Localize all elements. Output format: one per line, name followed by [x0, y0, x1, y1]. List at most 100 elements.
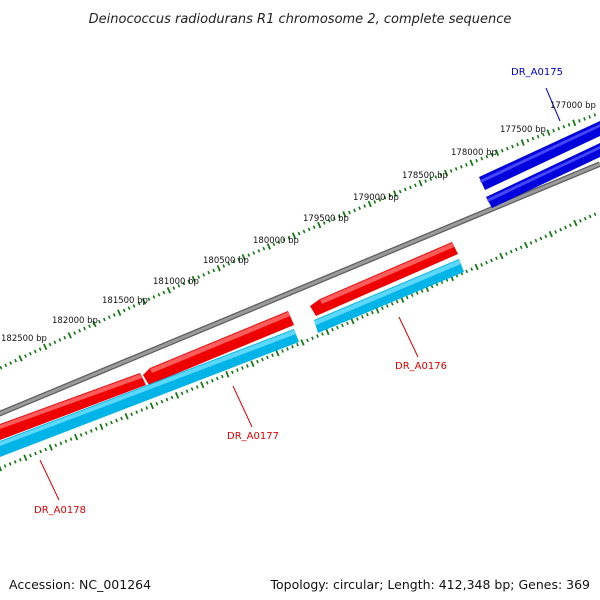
outer-scale-tick: [317, 221, 322, 229]
inner-scale-tick: [410, 293, 414, 298]
outer-scale-tick: [92, 320, 97, 328]
outer-scale-tick: [297, 231, 301, 236]
gene-DR_A0177-reverse[interactable]: [143, 311, 294, 385]
outer-scale-tick: [454, 167, 458, 171]
outer-scale-tick: [222, 264, 226, 268]
inner-scale-tick: [220, 374, 224, 379]
inner-scale-tick: [350, 317, 355, 325]
inner-scale-tick: [225, 371, 230, 378]
outer-scale-tick: [252, 251, 256, 255]
inner-scale-tick: [39, 449, 42, 454]
inner-scale-tick: [356, 317, 359, 321]
inner-scale-tick: [84, 431, 88, 435]
gene-bar-highlight: [0, 374, 142, 429]
cds-DR_A0177-DR_A0178[interactable]: [0, 329, 299, 457]
inner-scale-tick: [110, 420, 113, 425]
outer-scale-tick: [418, 179, 423, 187]
gene-label-DR_A0177[interactable]: DR_A0177: [227, 431, 279, 442]
scale-label: 178000 bp: [451, 148, 497, 158]
outer-scale-tick: [0, 365, 3, 370]
gene-label-DR_A0175[interactable]: DR_A0175: [511, 67, 563, 78]
outer-scale-tick: [480, 156, 484, 161]
outer-scale-tick: [88, 324, 91, 329]
outer-scale-tick: [429, 177, 433, 181]
inner-scale-tick: [8, 462, 12, 466]
inner-scale-tick: [390, 302, 394, 306]
outer-scale-tick: [266, 243, 271, 250]
outer-scale-tick: [28, 351, 32, 356]
inner-scale-tick: [573, 219, 578, 227]
inner-scale-tick: [564, 225, 567, 230]
inner-scale-tick: [490, 258, 493, 263]
scale-label: 182000 bp: [52, 316, 98, 326]
cds-bar-highlight: [487, 146, 600, 202]
inner-scale-tick: [190, 387, 194, 391]
inner-scale-tick: [13, 460, 17, 464]
outer-scale-tick: [373, 200, 377, 204]
outer-scale-tick: [152, 295, 156, 299]
outer-scale-tick: [227, 262, 231, 266]
inner-scale-tick: [124, 413, 129, 420]
gene-DR_A0176-reverse[interactable]: [310, 242, 458, 316]
cds-DR_A0175[interactable]: [486, 143, 600, 208]
inner-scale-tick: [569, 223, 572, 228]
outer-scale-tick: [127, 306, 131, 310]
inner-scale-tick: [200, 381, 205, 389]
inner-scale-tick: [499, 252, 504, 260]
inner-scale-tick: [430, 284, 434, 289]
outer-scale-tick: [567, 123, 571, 127]
outer-scale-tick: [378, 198, 382, 202]
scale-label: 180000 bp: [253, 236, 299, 246]
leader-line-DR_A0176: [398, 316, 419, 358]
outer-scale-tick: [241, 254, 246, 261]
outer-scale-tick: [520, 139, 525, 146]
outer-scale-tick: [282, 238, 286, 242]
outer-scale-tick: [117, 309, 122, 316]
inner-scale-tick: [523, 241, 529, 249]
gene-label-DR_A0176[interactable]: DR_A0176: [395, 361, 447, 372]
outer-scale-tick: [367, 200, 372, 208]
outer-scale-tick: [187, 279, 191, 284]
inner-scale-ticks: [0, 212, 597, 472]
inner-scale-tick: [559, 227, 563, 232]
inner-scale-tick: [145, 406, 149, 410]
outer-scale-tick: [247, 253, 251, 257]
cds-DR_A0176[interactable]: [314, 259, 464, 333]
outer-scale-tick: [182, 281, 186, 286]
outer-scale-tick: [536, 134, 540, 139]
inner-scale-tick: [230, 370, 234, 375]
outer-scale-tick: [439, 173, 443, 177]
outer-scale-tick: [166, 287, 172, 294]
cds-bar-highlight: [0, 330, 296, 446]
inner-scale-tick: [316, 334, 319, 338]
inner-scale-tick: [165, 397, 169, 402]
inner-scale-tick: [385, 304, 389, 308]
inner-scale-tick: [311, 336, 314, 341]
outer-scale-tick: [212, 268, 216, 273]
outer-scale-tick: [358, 206, 361, 210]
outer-scale-tick: [485, 154, 489, 159]
gene-bar-highlight: [320, 243, 454, 304]
scale-label: 179500 bp: [303, 214, 349, 224]
outer-scale-tick: [572, 119, 577, 127]
inner-scale-tick: [593, 212, 597, 217]
inner-scale-tick: [420, 289, 424, 293]
scale-label: 178500 bp: [402, 171, 448, 181]
gene-bar-DR_A0178[interactable]: [0, 373, 146, 440]
inner-scale-tick: [89, 429, 93, 433]
outer-scale-tick: [216, 264, 221, 272]
gene-DR_A0178-reverse[interactable]: [0, 373, 146, 440]
outer-scale-tick: [4, 363, 8, 368]
inner-scale-tick: [3, 464, 7, 468]
inner-scale-tick: [341, 323, 344, 328]
inner-scale-tick: [539, 236, 543, 241]
gene-DR_A0175-forward[interactable]: [479, 121, 600, 190]
inner-scale-tick: [588, 214, 592, 219]
inner-scale-tick: [380, 306, 384, 311]
gene-label-DR_A0178[interactable]: DR_A0178: [34, 505, 86, 516]
outer-scale-tick: [307, 227, 311, 232]
outer-scale-tick: [511, 144, 514, 149]
outer-scale-tick: [342, 211, 347, 218]
outer-scale-tick: [262, 246, 266, 251]
leader-line-DR_A0177: [232, 385, 253, 428]
